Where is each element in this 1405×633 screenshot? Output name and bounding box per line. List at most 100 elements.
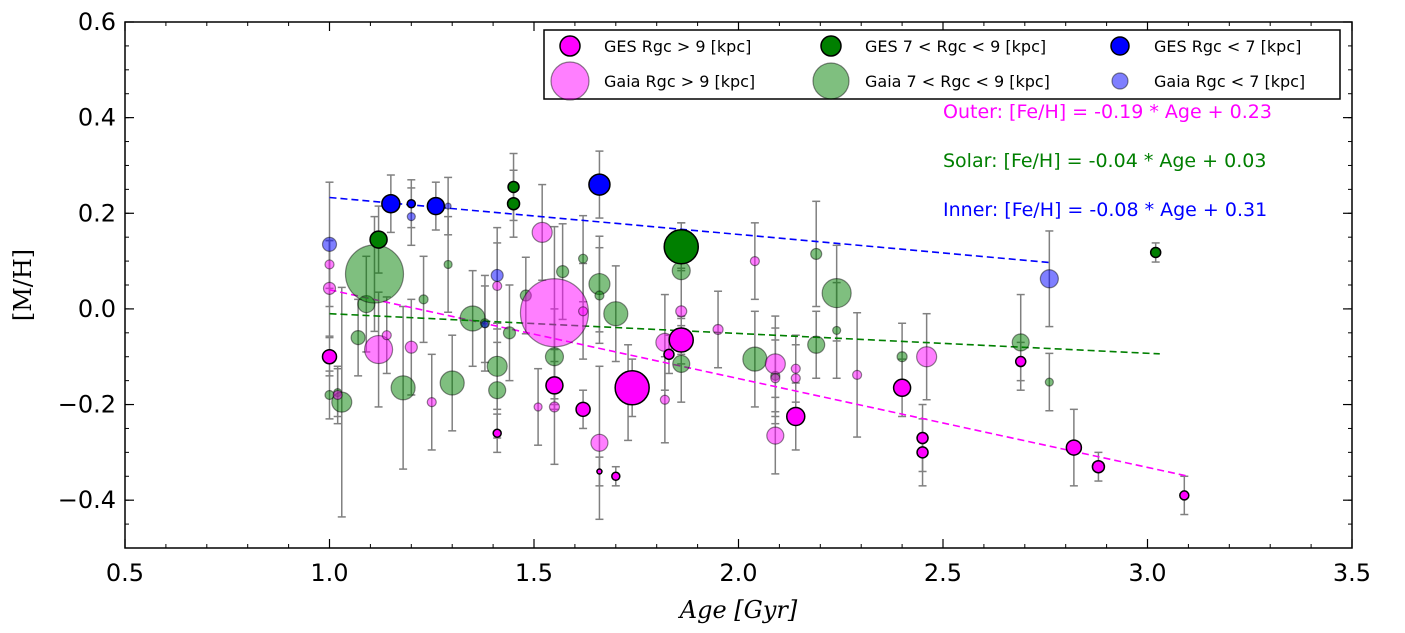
gaia-point [531, 221, 553, 243]
gaia-point [1044, 377, 1054, 387]
ges-point [1149, 246, 1162, 259]
ges-point [786, 406, 806, 427]
gaia-point [350, 330, 366, 346]
gaia-point [1039, 269, 1059, 289]
gaia-point [321, 236, 338, 252]
gaia-point [659, 394, 670, 405]
gaia-point [544, 347, 565, 367]
y-tick-label: 0.6 [78, 8, 116, 36]
legend-label: GES 7 < Rgc < 9 [kpc] [865, 37, 1046, 56]
x-tick-label: 1.5 [515, 559, 553, 587]
legend-label: Gaia 7 < Rgc < 9 [kpc] [865, 72, 1050, 91]
x-tick-label: 3.0 [1128, 559, 1166, 587]
fit-label: Outer: [Fe/H] = -0.19 * Age + 0.23 [943, 101, 1272, 123]
gaia-point [404, 340, 418, 354]
ges-point [381, 193, 401, 214]
fit-line-layer [329, 196, 1189, 478]
gaia-point [577, 253, 589, 264]
gaia-point [519, 278, 590, 348]
gaia-point [492, 280, 503, 292]
y-tick-label: 0.0 [78, 295, 116, 323]
ges-point [1179, 490, 1190, 501]
gaia-point [486, 355, 508, 377]
legend-label: GES Rgc < 7 [kpc] [1154, 37, 1301, 56]
ges-point [668, 327, 694, 353]
gaia-point [770, 373, 781, 384]
gaia-point [832, 325, 842, 336]
gaia-point [821, 278, 852, 309]
gaia-point [1011, 333, 1030, 352]
y-axis-title: [M/H] [9, 249, 37, 321]
x-tick-label: 2.0 [719, 559, 757, 587]
gaia-point [712, 323, 724, 336]
ges-point [892, 378, 912, 398]
gaia-point [459, 305, 486, 332]
gaia-point [896, 351, 908, 363]
gaia-point [502, 326, 517, 340]
ges-point [492, 428, 502, 438]
y-tick-label: 0.2 [78, 199, 116, 227]
y-tick-label: −0.4 [58, 486, 116, 514]
gaia-point [742, 346, 768, 372]
gaia-point [594, 290, 605, 301]
ges-point [596, 468, 603, 475]
gaia-point [749, 255, 760, 267]
gaia-point [324, 259, 335, 270]
gaia-point [807, 335, 826, 354]
gaia-point [790, 363, 801, 374]
ges-point [663, 348, 675, 361]
ges-point [575, 401, 591, 418]
gaia-point [443, 259, 453, 270]
gaia-point [490, 268, 504, 283]
ges-point [426, 196, 446, 216]
gaia-point [556, 265, 570, 279]
y-tick-label: −0.2 [58, 391, 116, 419]
gaia-point [533, 402, 543, 412]
gaia-point [916, 346, 938, 368]
legend-marker [812, 62, 850, 100]
ges-point [611, 471, 621, 482]
gaia-point [766, 426, 785, 445]
gaia-point [488, 381, 507, 400]
ges-point [506, 196, 521, 211]
ges-point [614, 370, 650, 406]
gaia-point [577, 306, 589, 317]
ges-point [545, 376, 564, 395]
gaia-point [810, 247, 823, 261]
gaia-point [480, 320, 490, 329]
ges-point [1065, 439, 1083, 456]
gaia-point [790, 373, 801, 384]
x-tick-label: 2.5 [924, 559, 962, 587]
legend-label: Gaia Rgc < 7 [kpc] [1154, 72, 1305, 91]
gaia-point [672, 354, 691, 373]
legend-box [543, 29, 1341, 100]
gaia-point [381, 330, 392, 341]
data-point-layer [321, 173, 1190, 501]
gaia-point [426, 397, 437, 408]
axes: 0.5 1.0 1.5 2.0 2.5 3.0 3.5 −0.4 −0.2 0.0 0.2 0.4 0.… [58, 8, 1371, 587]
gaia-point [439, 370, 465, 396]
ges-point [916, 431, 929, 445]
x-tick-label: 0.5 [106, 559, 144, 587]
fit-label-layer: Outer: [Fe/H] = -0.19 * Age + 0.23 Solar:… [943, 101, 1272, 221]
legend-marker [559, 35, 581, 57]
gaia-point [332, 389, 343, 401]
gaia-point [344, 244, 405, 304]
gaia-point [390, 375, 416, 401]
gaia-point [418, 294, 429, 305]
legend-label: Gaia Rgc > 9 [kpc] [604, 72, 755, 91]
gaia-point [675, 305, 688, 318]
ges-point [588, 173, 611, 196]
ges-point [1091, 459, 1106, 474]
y-tick-label: 0.4 [78, 104, 116, 132]
x-tick-label: 3.5 [1333, 559, 1371, 587]
ges-point [916, 446, 929, 459]
fit-label: Solar: [Fe/H] = -0.04 * Age + 0.03 [943, 150, 1266, 172]
legend-marker [1110, 36, 1130, 56]
gaia-point [406, 212, 416, 222]
gaia-point [852, 369, 863, 380]
fit-line [329, 312, 1160, 355]
gaia-point [322, 281, 337, 295]
ges-point [1014, 355, 1027, 368]
